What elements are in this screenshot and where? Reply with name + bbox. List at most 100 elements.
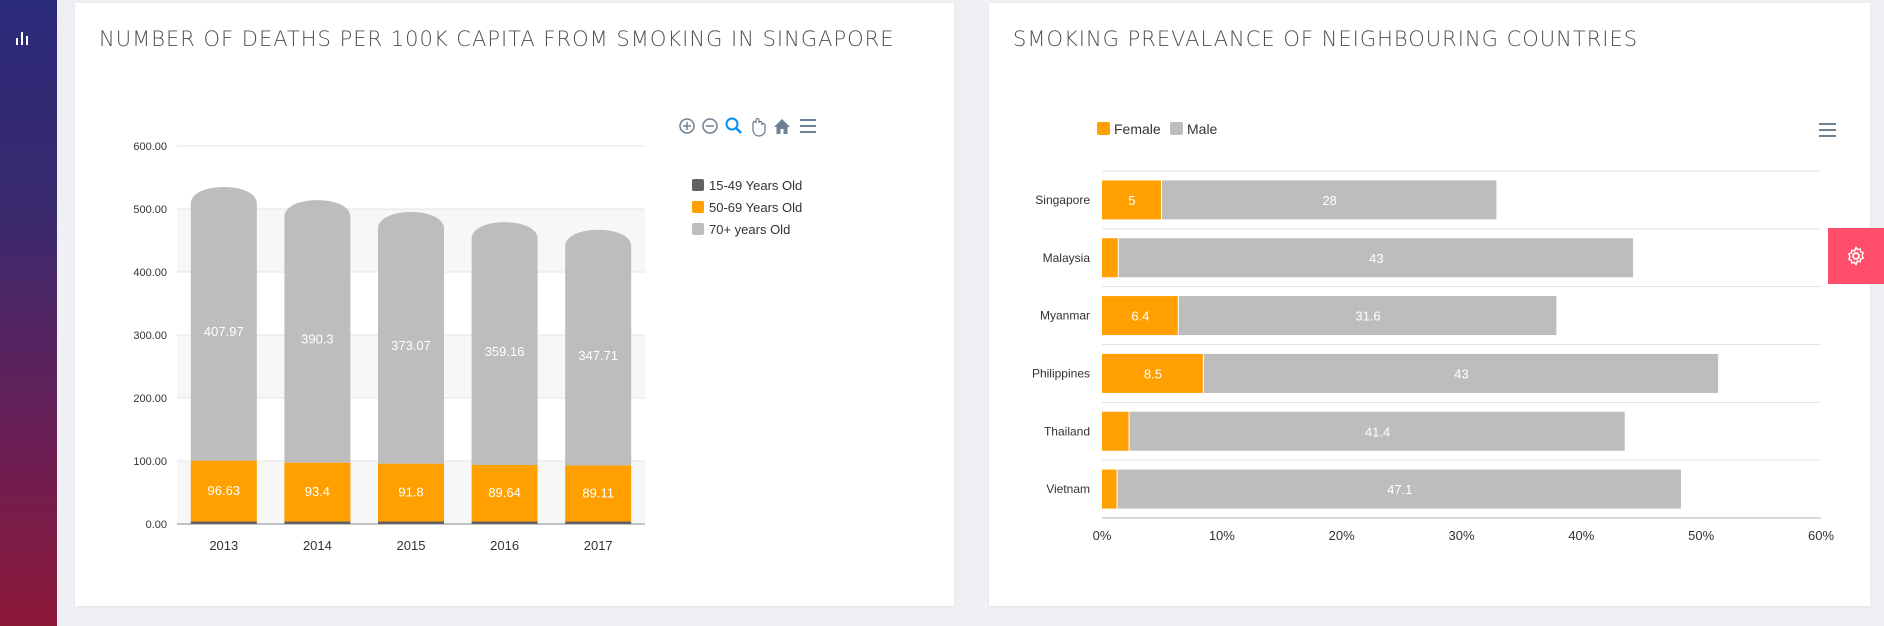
x-tick-label: 30% [1448,528,1474,543]
bar-segment[interactable] [190,187,257,461]
zoom-in-circle [679,118,695,134]
lens-handle [735,127,742,134]
bar-segment[interactable] [1102,469,1117,509]
menu-bar [1819,135,1836,137]
house-shape [774,119,790,134]
bar-segment[interactable] [1203,353,1719,393]
y-tick-label: Philippines [1032,366,1090,380]
bar-segment[interactable] [565,521,632,524]
x-tick-label: 60% [1808,528,1834,543]
bar-segment[interactable] [1102,180,1161,220]
zoom-in-icon[interactable] [679,118,695,134]
bar-segment[interactable] [471,521,538,524]
data-label: 407.97 [204,324,244,339]
x-tick-label: 20% [1329,528,1355,543]
bar-segment[interactable] [565,229,632,466]
bar-segment[interactable] [378,463,444,522]
x-tick-label: 40% [1568,528,1594,543]
legend-label[interactable]: Female [1114,121,1161,137]
bar-segment[interactable] [1117,469,1681,509]
data-label: 96.63 [208,483,241,498]
legend-label[interactable]: 15-49 Years Old [709,178,802,193]
bar-segment[interactable] [471,465,538,522]
data-label: 89.11 [582,485,614,500]
menu-icon[interactable] [1819,123,1836,137]
bar-segment[interactable] [1129,411,1625,451]
deaths-chart: 0.00 100.00 200.00 300.00 400.00 500.00 600.00… [133,117,816,553]
y-tick-label: 300.00 [133,330,167,342]
settings-button[interactable] [1828,228,1884,284]
bar-segment[interactable] [565,465,632,522]
legend-label[interactable]: 50-69 Years Old [709,200,802,215]
data-label: 347.71 [578,348,618,363]
menu-icon[interactable] [800,119,816,133]
pan-icon[interactable] [752,117,766,137]
bar-segment[interactable] [190,460,257,522]
data-label: 28 [1322,193,1336,208]
y-tick-label: 400.00 [133,267,167,279]
prevalence-chart: 0% 10% 20% 30% 40% 50% 60% Singapore 5 28 Malaysia… [1032,121,1836,543]
legend-swatch[interactable] [692,223,704,235]
data-label: 390.3 [301,332,334,347]
y-tick-label: 100.00 [133,456,167,468]
y-tick-label: 500.00 [133,204,167,216]
y-tick-label: Thailand [1044,424,1090,438]
data-label: 93.4 [305,484,330,499]
zoom-out-icon[interactable] [702,118,718,134]
bar-segment[interactable] [1161,180,1497,220]
y-tick-label: Vietnam [1046,482,1090,496]
bar-segment[interactable] [1102,238,1118,278]
legend-label[interactable]: Male [1187,121,1218,137]
data-label: 5 [1128,193,1135,208]
data-label: 41.4 [1365,424,1390,439]
bar-segment[interactable] [190,521,257,524]
legend-swatch[interactable] [1170,122,1183,135]
data-label: 43 [1369,251,1383,266]
prevalence-chart-card: SMOKING PREVALANCE OF NEIGHBOURING COUNT… [989,3,1870,606]
y-tick-label: Malaysia [1043,251,1091,265]
card-title: NUMBER OF DEATHS PER 100K CAPITA FROM SM… [99,27,895,51]
legend-label[interactable]: 70+ years Old [709,222,790,237]
hand-shape [752,117,766,137]
zoom-out-circle [702,118,718,134]
bar-segment[interactable] [1102,353,1203,393]
zoom-in-plus [683,122,691,130]
bar-segment[interactable] [378,212,444,464]
bar-segment[interactable] [1178,296,1557,336]
y-tick-label: 200.00 [133,393,167,405]
data-label: 91.8 [398,485,423,500]
bar-segment[interactable] [1102,411,1129,451]
data-label: 6.4 [1131,309,1149,324]
x-tick-label: 2015 [397,538,426,553]
deaths-chart-card: NUMBER OF DEATHS PER 100K CAPITA FROM SM… [75,3,954,606]
bar-segment[interactable] [284,462,351,522]
bar-segment[interactable] [284,200,351,463]
bar-chart-icon[interactable] [13,28,33,48]
menu-bar [800,125,816,127]
home-icon[interactable] [774,119,790,134]
x-tick-label: 2016 [490,538,519,553]
y-tick-label: Singapore [1035,193,1090,207]
x-tick-label: 0% [1093,528,1112,543]
x-tick-label: 2013 [209,538,238,553]
data-label: 373.07 [391,338,431,353]
menu-bar [1819,123,1836,125]
legend-swatch[interactable] [692,201,704,213]
bar-segment[interactable] [471,222,538,466]
x-tick-label: 50% [1688,528,1714,543]
data-label: 359.16 [485,344,525,359]
bar-segment[interactable] [1102,296,1178,336]
x-tick-label: 10% [1209,528,1235,543]
bar-segment[interactable] [378,521,444,524]
y-tick-label: 600.00 [133,141,167,153]
data-label: 89.64 [488,485,521,500]
legend-swatch[interactable] [1097,122,1110,135]
menu-bar [800,131,816,133]
sidebar [0,0,57,626]
gear-icon [1848,246,1864,266]
bar-segment[interactable] [1118,238,1634,278]
legend-swatch[interactable] [692,179,704,191]
bar-segment[interactable] [284,521,351,524]
lens-circle [725,117,739,131]
selection-zoom-icon[interactable] [725,117,742,134]
